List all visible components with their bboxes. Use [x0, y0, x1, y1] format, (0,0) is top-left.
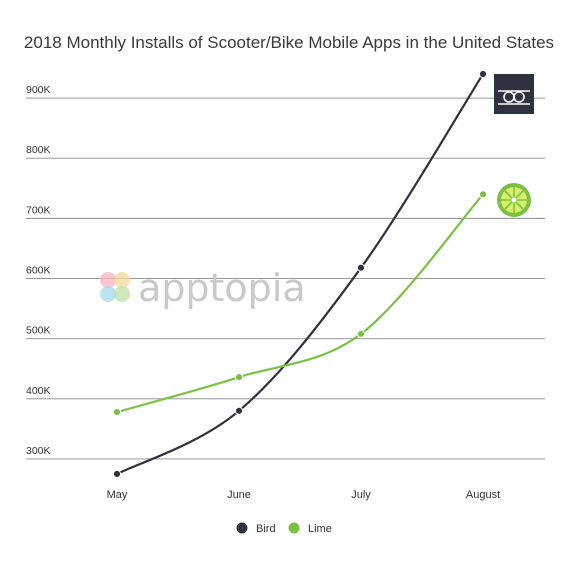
chart-title: 2018 Monthly Installs of Scooter/Bike Mo… [24, 33, 554, 52]
bird-series-line [116, 73, 484, 475]
y-tick-label: 300K [26, 445, 51, 457]
bird-data-point [356, 263, 366, 272]
lime-data-point [478, 190, 488, 199]
y-tick-label: 600K [26, 265, 51, 277]
bird-data-point [112, 469, 122, 479]
lime-data-point [234, 373, 244, 382]
x-axis-ticks: May June July August [107, 489, 501, 501]
apptopia-logo-icon [100, 272, 130, 302]
bird-logo-icon [494, 74, 534, 114]
y-tick-label: 800K [26, 144, 51, 156]
x-tick-label: June [227, 489, 251, 501]
y-tick-label: 900K [26, 84, 51, 96]
watermark-text: apptopia [138, 266, 306, 310]
lime-legend-marker [288, 522, 300, 534]
lime-data-point [112, 407, 122, 417]
lime-data-point [356, 329, 366, 338]
y-tick-label: 500K [26, 325, 51, 337]
legend: Bird Lime [236, 522, 332, 535]
y-axis-ticks: 300K 400K 500K 600K 700K 800K 900K [26, 84, 51, 457]
bird-legend-marker [236, 522, 248, 534]
series-lines [116, 73, 484, 475]
lime-logo-icon [497, 183, 531, 217]
lime-legend-label: Lime [308, 523, 332, 535]
apptopia-watermark: apptopia [100, 266, 306, 310]
series-points [112, 69, 488, 479]
bird-legend-label: Bird [256, 523, 276, 535]
y-tick-label: 700K [26, 204, 51, 216]
bird-data-point [478, 69, 488, 79]
x-tick-label: July [351, 489, 371, 501]
lime-series-line [116, 193, 484, 414]
bird-data-point [234, 406, 244, 415]
x-tick-label: August [466, 489, 500, 501]
y-tick-label: 400K [26, 385, 51, 397]
x-tick-label: May [107, 489, 128, 501]
